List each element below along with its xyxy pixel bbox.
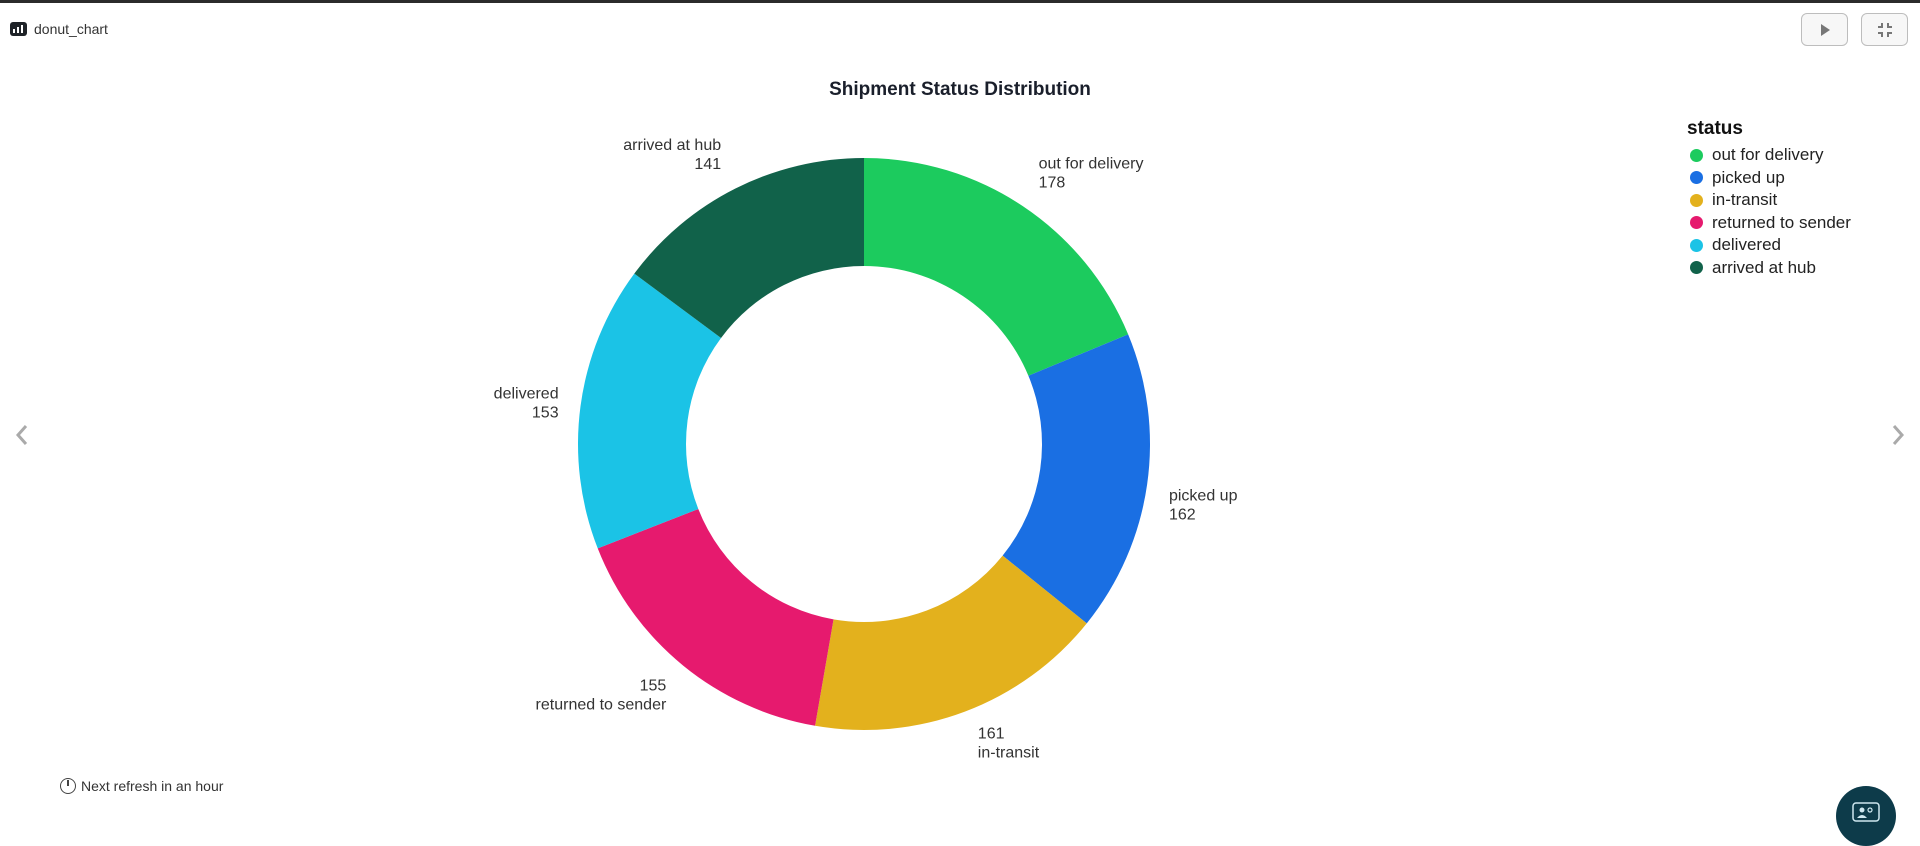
slice-value-delivered: 153: [532, 404, 559, 421]
slice-value-returned-to-sender: 155: [640, 677, 667, 694]
slice-value-out-for-delivery: 178: [1039, 174, 1066, 191]
chart-header: donut_chart: [10, 21, 108, 37]
chat-support-button[interactable]: [1836, 786, 1896, 846]
legend-item-picked-up[interactable]: picked up: [1687, 167, 1851, 190]
bar-chart-icon: [10, 22, 27, 36]
previous-chart-button[interactable]: [7, 420, 37, 450]
play-button[interactable]: [1801, 13, 1848, 46]
legend-label: in-transit: [1712, 190, 1778, 210]
chevron-right-icon: [1892, 425, 1905, 445]
donut-slice-in-transit[interactable]: [815, 555, 1087, 730]
slice-label-picked-up: picked up: [1169, 488, 1238, 505]
legend-item-returned-to-sender[interactable]: returned to sender: [1687, 212, 1851, 235]
donut-slice-returned-to-sender[interactable]: [597, 508, 834, 726]
chart-name: donut_chart: [34, 21, 108, 37]
legend-label: out for delivery: [1712, 145, 1824, 165]
next-chart-button[interactable]: [1883, 420, 1913, 450]
legend: status out for delivery picked up in-trans…: [1687, 118, 1851, 279]
legend-swatch: [1690, 148, 1703, 162]
top-border: [0, 0, 1920, 3]
legend-swatch: [1690, 216, 1703, 230]
donut-slice-out-for-delivery[interactable]: [864, 158, 1129, 376]
legend-label: delivered: [1712, 235, 1781, 255]
slice-value-in-transit: 161: [978, 726, 1005, 743]
donut-chart: out for delivery 178 picked up 162 161 in-tra…: [494, 137, 1238, 762]
legend-swatch: [1690, 238, 1703, 252]
legend-item-in-transit[interactable]: in-transit: [1687, 189, 1851, 212]
slice-label-arrived-at-hub: arrived at hub: [623, 137, 721, 154]
collapse-icon: [1877, 22, 1892, 37]
legend-label: picked up: [1712, 167, 1785, 187]
legend-item-out-for-delivery[interactable]: out for delivery: [1687, 144, 1851, 167]
donut-slice-picked-up[interactable]: [1002, 334, 1150, 624]
slice-value-arrived-at-hub: 141: [694, 156, 721, 173]
legend-item-arrived-at-hub[interactable]: arrived at hub: [1687, 257, 1851, 280]
chat-support-icon: [1852, 802, 1880, 822]
slice-value-picked-up: 162: [1169, 507, 1196, 524]
legend-swatch: [1690, 171, 1703, 185]
play-icon: [1820, 23, 1830, 36]
donut-slice-arrived-at-hub[interactable]: [634, 158, 864, 338]
slice-label-returned-to-sender: returned to sender: [536, 696, 667, 713]
refresh-text: Next refresh in an hour: [81, 778, 224, 794]
legend-swatch: [1690, 193, 1703, 207]
legend-item-delivered[interactable]: delivered: [1687, 234, 1851, 257]
legend-label: returned to sender: [1712, 212, 1851, 232]
chevron-left-icon: [15, 425, 28, 445]
legend-title: status: [1687, 118, 1743, 139]
slice-label-out-for-delivery: out for delivery: [1039, 155, 1144, 172]
slice-label-delivered: delivered: [494, 385, 559, 402]
donut-slice-delivered[interactable]: [577, 273, 722, 549]
clock-icon: [60, 778, 76, 794]
refresh-status: Next refresh in an hour: [60, 778, 223, 794]
collapse-button[interactable]: [1861, 13, 1908, 46]
legend-label: arrived at hub: [1712, 257, 1816, 277]
chart-title: Shipment Status Distribution: [829, 79, 1091, 100]
slice-label-in-transit: in-transit: [978, 745, 1040, 762]
legend-swatch: [1690, 261, 1703, 275]
